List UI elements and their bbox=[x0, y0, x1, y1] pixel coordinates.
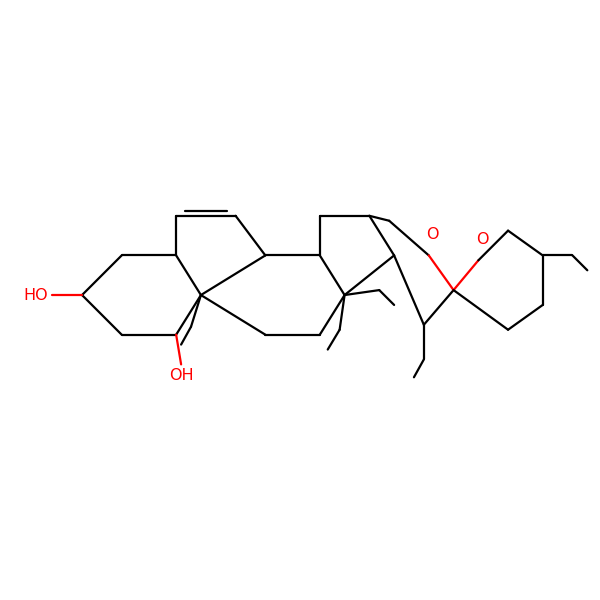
Text: O: O bbox=[476, 232, 488, 247]
Text: OH: OH bbox=[169, 368, 193, 383]
Text: HO: HO bbox=[24, 287, 49, 302]
Text: O: O bbox=[427, 227, 439, 242]
